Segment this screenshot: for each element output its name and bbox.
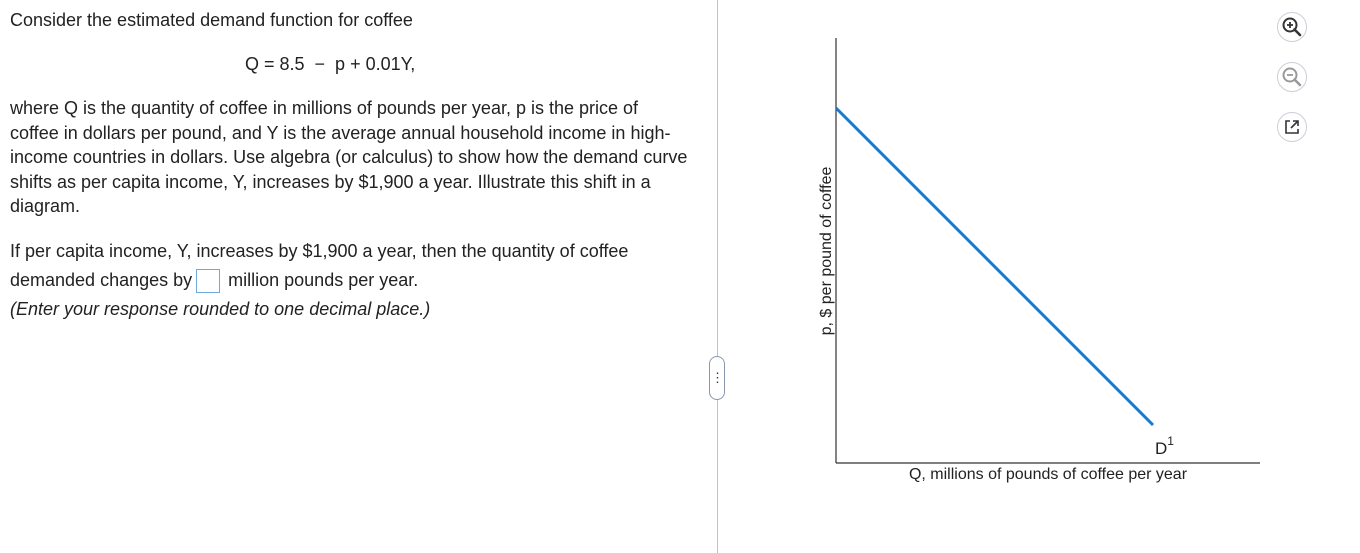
open-external-icon — [1285, 120, 1299, 134]
curve-label: D1 — [1155, 434, 1174, 458]
answer-input[interactable] — [196, 269, 221, 294]
demand-graph: D1 Q, millions of pounds of coffee per y… — [818, 38, 1260, 483]
problem-panel: Consider the estimated demand function f… — [10, 10, 688, 324]
question-after: million pounds per year. — [223, 270, 419, 290]
y-axis-label: p, $ per pound of coffee — [818, 167, 835, 336]
problem-description: where Q is the quantity of coffee in mil… — [10, 98, 688, 216]
panel-resize-handle[interactable]: ⋮ — [709, 356, 725, 400]
zoom-out-icon — [1282, 67, 1302, 87]
question-text: If per capita income, Y, increases by $1… — [10, 237, 650, 324]
panel-divider — [717, 0, 718, 553]
zoom-in-button[interactable] — [1277, 12, 1307, 42]
open-external-button[interactable] — [1277, 112, 1307, 142]
problem-intro: Consider the estimated demand function f… — [10, 10, 413, 30]
graph-toolbar — [1277, 12, 1311, 162]
demand-equation: Q = 8.5 − p + 0.01Y, — [245, 54, 416, 74]
response-instruction: (Enter your response rounded to one deci… — [10, 299, 431, 319]
demand-curve-d1[interactable] — [834, 106, 1155, 427]
drag-handle-icon: ⋮ — [711, 370, 724, 385]
zoom-out-button[interactable] — [1277, 62, 1307, 92]
x-axis-label: Q, millions of pounds of coffee per year — [909, 466, 1188, 483]
zoom-in-icon — [1282, 17, 1302, 37]
question-before: If per capita income, Y, increases by $1… — [10, 241, 629, 290]
